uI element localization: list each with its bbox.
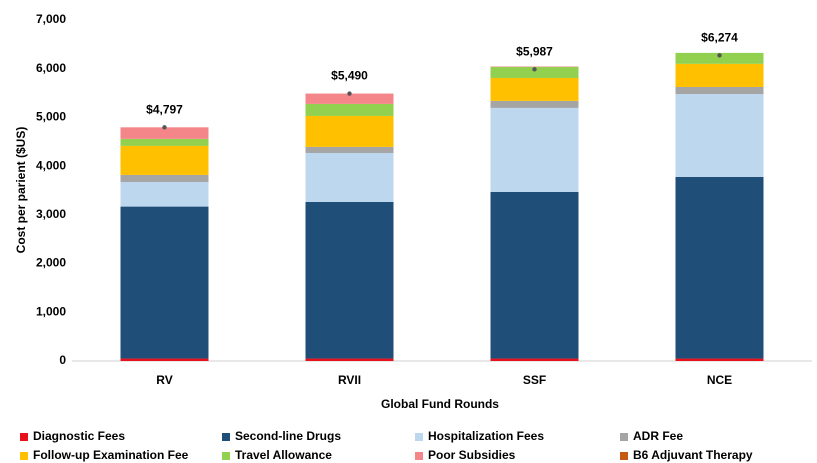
bar-segment: [305, 115, 394, 147]
bar-segment: [120, 138, 209, 146]
legend-label: Hospitalization Fees: [428, 429, 544, 443]
bar-segment: [120, 174, 209, 182]
total-marker: [162, 125, 167, 130]
bar-segment: [120, 145, 209, 175]
bar-segment: [675, 176, 764, 359]
y-axis-label: Cost per parient ($US): [14, 127, 28, 254]
legend-swatch: [222, 452, 230, 460]
y-tick-label: 0: [59, 353, 66, 367]
x-tick-label: RV: [156, 373, 172, 387]
legend-swatch: [20, 452, 28, 460]
bar-segment: [305, 93, 394, 104]
bar-segment: [305, 201, 394, 359]
legend-label: Poor Subsidies: [428, 448, 516, 462]
x-axis-label: Global Fund Rounds: [381, 397, 499, 411]
bar-segment: [120, 127, 209, 139]
y-tick-label: 1,000: [36, 304, 66, 318]
legend-label: Diagnostic Fees: [33, 429, 125, 443]
bar-segment: [120, 181, 209, 207]
bar-segment: [675, 86, 764, 95]
x-tick-label: RVII: [338, 373, 361, 387]
bar-segment: [675, 94, 764, 177]
legend-swatch: [222, 433, 230, 441]
y-tick-label: 7,000: [36, 12, 66, 26]
legend-label: Travel Allowance: [235, 448, 332, 462]
total-label: $4,797: [146, 102, 183, 116]
y-tick-label: 3,000: [36, 207, 66, 221]
bar-segment: [490, 67, 579, 78]
bar-segment: [305, 146, 394, 153]
total-label: $5,987: [516, 45, 553, 59]
legend-swatch: [415, 433, 423, 441]
bar-segment: [305, 103, 394, 116]
y-tick-label: 4,000: [36, 158, 66, 172]
y-tick-label: 6,000: [36, 61, 66, 75]
bar-segment: [305, 152, 394, 202]
legend-label: Follow-up Examination Fee: [33, 448, 189, 462]
y-tick-label: 5,000: [36, 110, 66, 124]
total-marker: [532, 67, 537, 72]
legend-swatch: [20, 433, 28, 441]
legend-label: ADR Fee: [633, 429, 683, 443]
total-label: $5,490: [331, 69, 368, 83]
bar-segment: [120, 358, 209, 361]
legend-swatch: [415, 452, 423, 460]
legend-label: Second-line Drugs: [235, 429, 341, 443]
bar-segment: [675, 52, 764, 64]
legend-swatch: [620, 433, 628, 441]
bar-segment: [490, 191, 579, 359]
bar-segment: [490, 100, 579, 108]
bar-segment: [675, 358, 764, 361]
bar-segment: [490, 358, 579, 361]
bar-segment: [305, 358, 394, 361]
y-tick-label: 2,000: [36, 256, 66, 270]
total-marker: [347, 91, 352, 96]
bar-segment: [675, 63, 764, 87]
total-label: $6,274: [701, 31, 738, 45]
total-marker: [717, 53, 722, 58]
bar-segment: [490, 77, 579, 101]
legend-swatch: [620, 452, 628, 460]
x-tick-label: SSF: [523, 373, 546, 387]
legend-label: B6 Adjuvant Therapy: [633, 448, 753, 462]
bar-segment: [490, 107, 579, 192]
x-tick-label: NCE: [707, 373, 732, 387]
bar-segment: [120, 206, 209, 359]
